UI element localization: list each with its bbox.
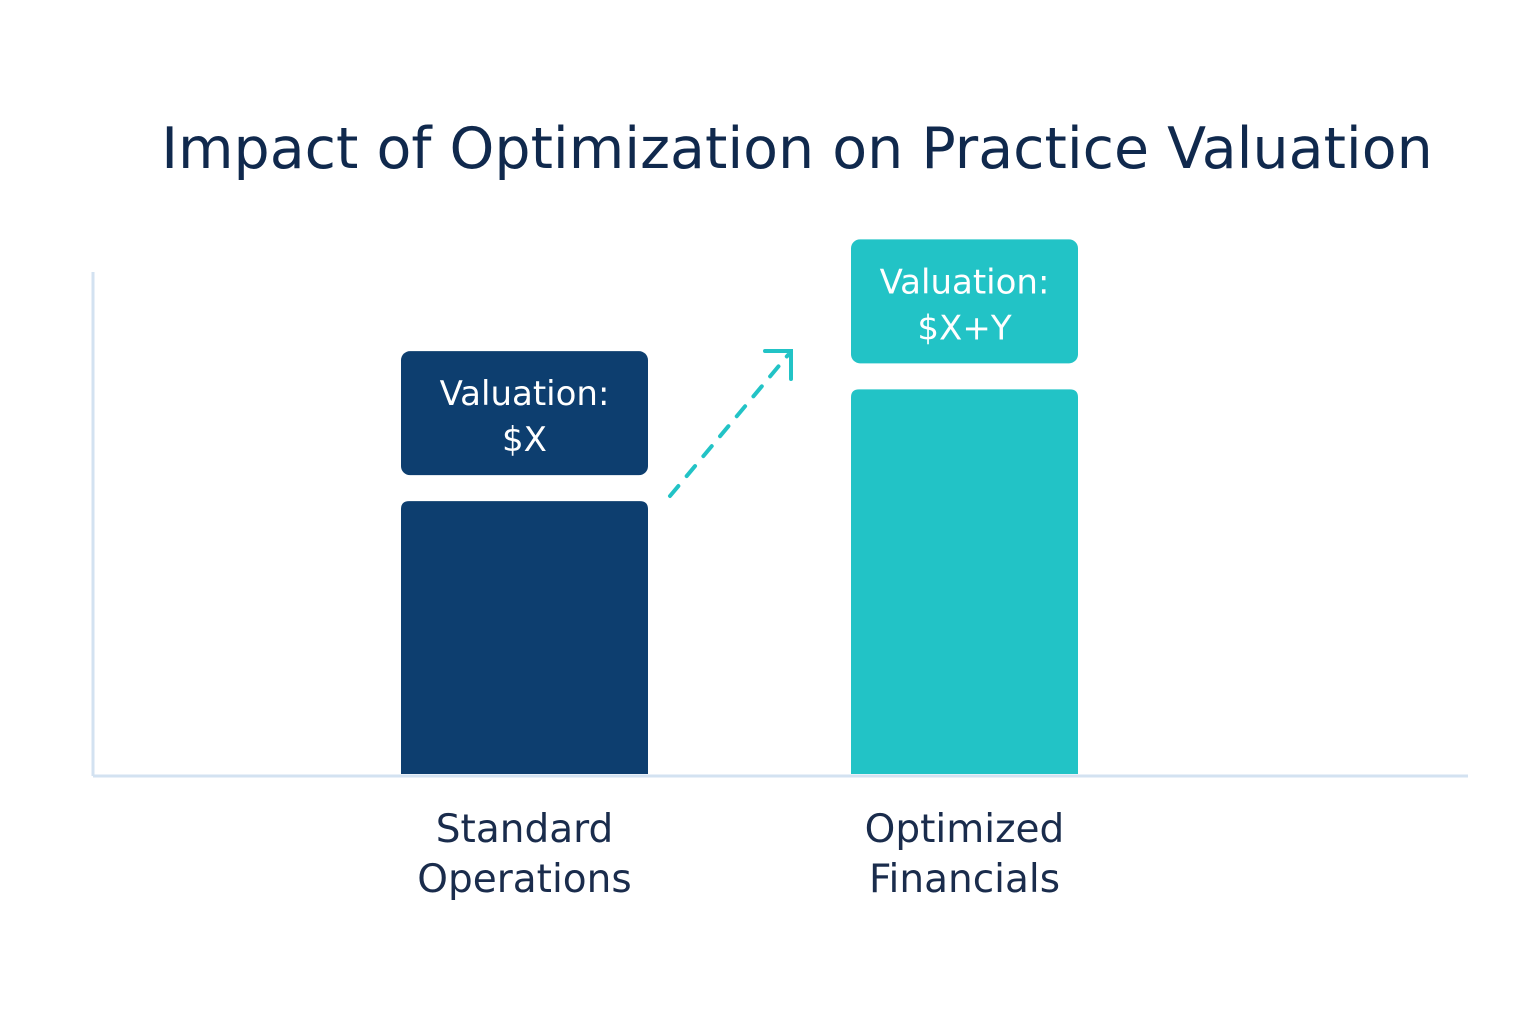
x-tick-label-1-line-2: Operations <box>417 857 631 902</box>
data-label-box-1 <box>401 351 648 476</box>
x-tick-label-1-line-1: Standard <box>436 807 613 852</box>
data-label-2-line-2: $X+Y <box>917 308 1011 348</box>
data-label-2-line-1: Valuation: <box>880 262 1050 302</box>
bar-1 <box>401 501 648 774</box>
growth-arrow-shaft <box>668 353 790 498</box>
x-tick-label-2-line-2: Financials <box>869 857 1060 902</box>
chart-title: Impact of Optimization on Practice Valua… <box>161 116 1433 182</box>
data-label-1-line-1: Valuation: <box>440 374 610 414</box>
data-label-1-line-2: $X <box>502 420 547 460</box>
x-tick-label-2-line-1: Optimized <box>865 807 1065 852</box>
data-label-box-2 <box>851 239 1078 364</box>
growth-arrow <box>668 349 793 498</box>
arrowhead-icon <box>763 349 793 381</box>
bar-2 <box>851 389 1078 774</box>
